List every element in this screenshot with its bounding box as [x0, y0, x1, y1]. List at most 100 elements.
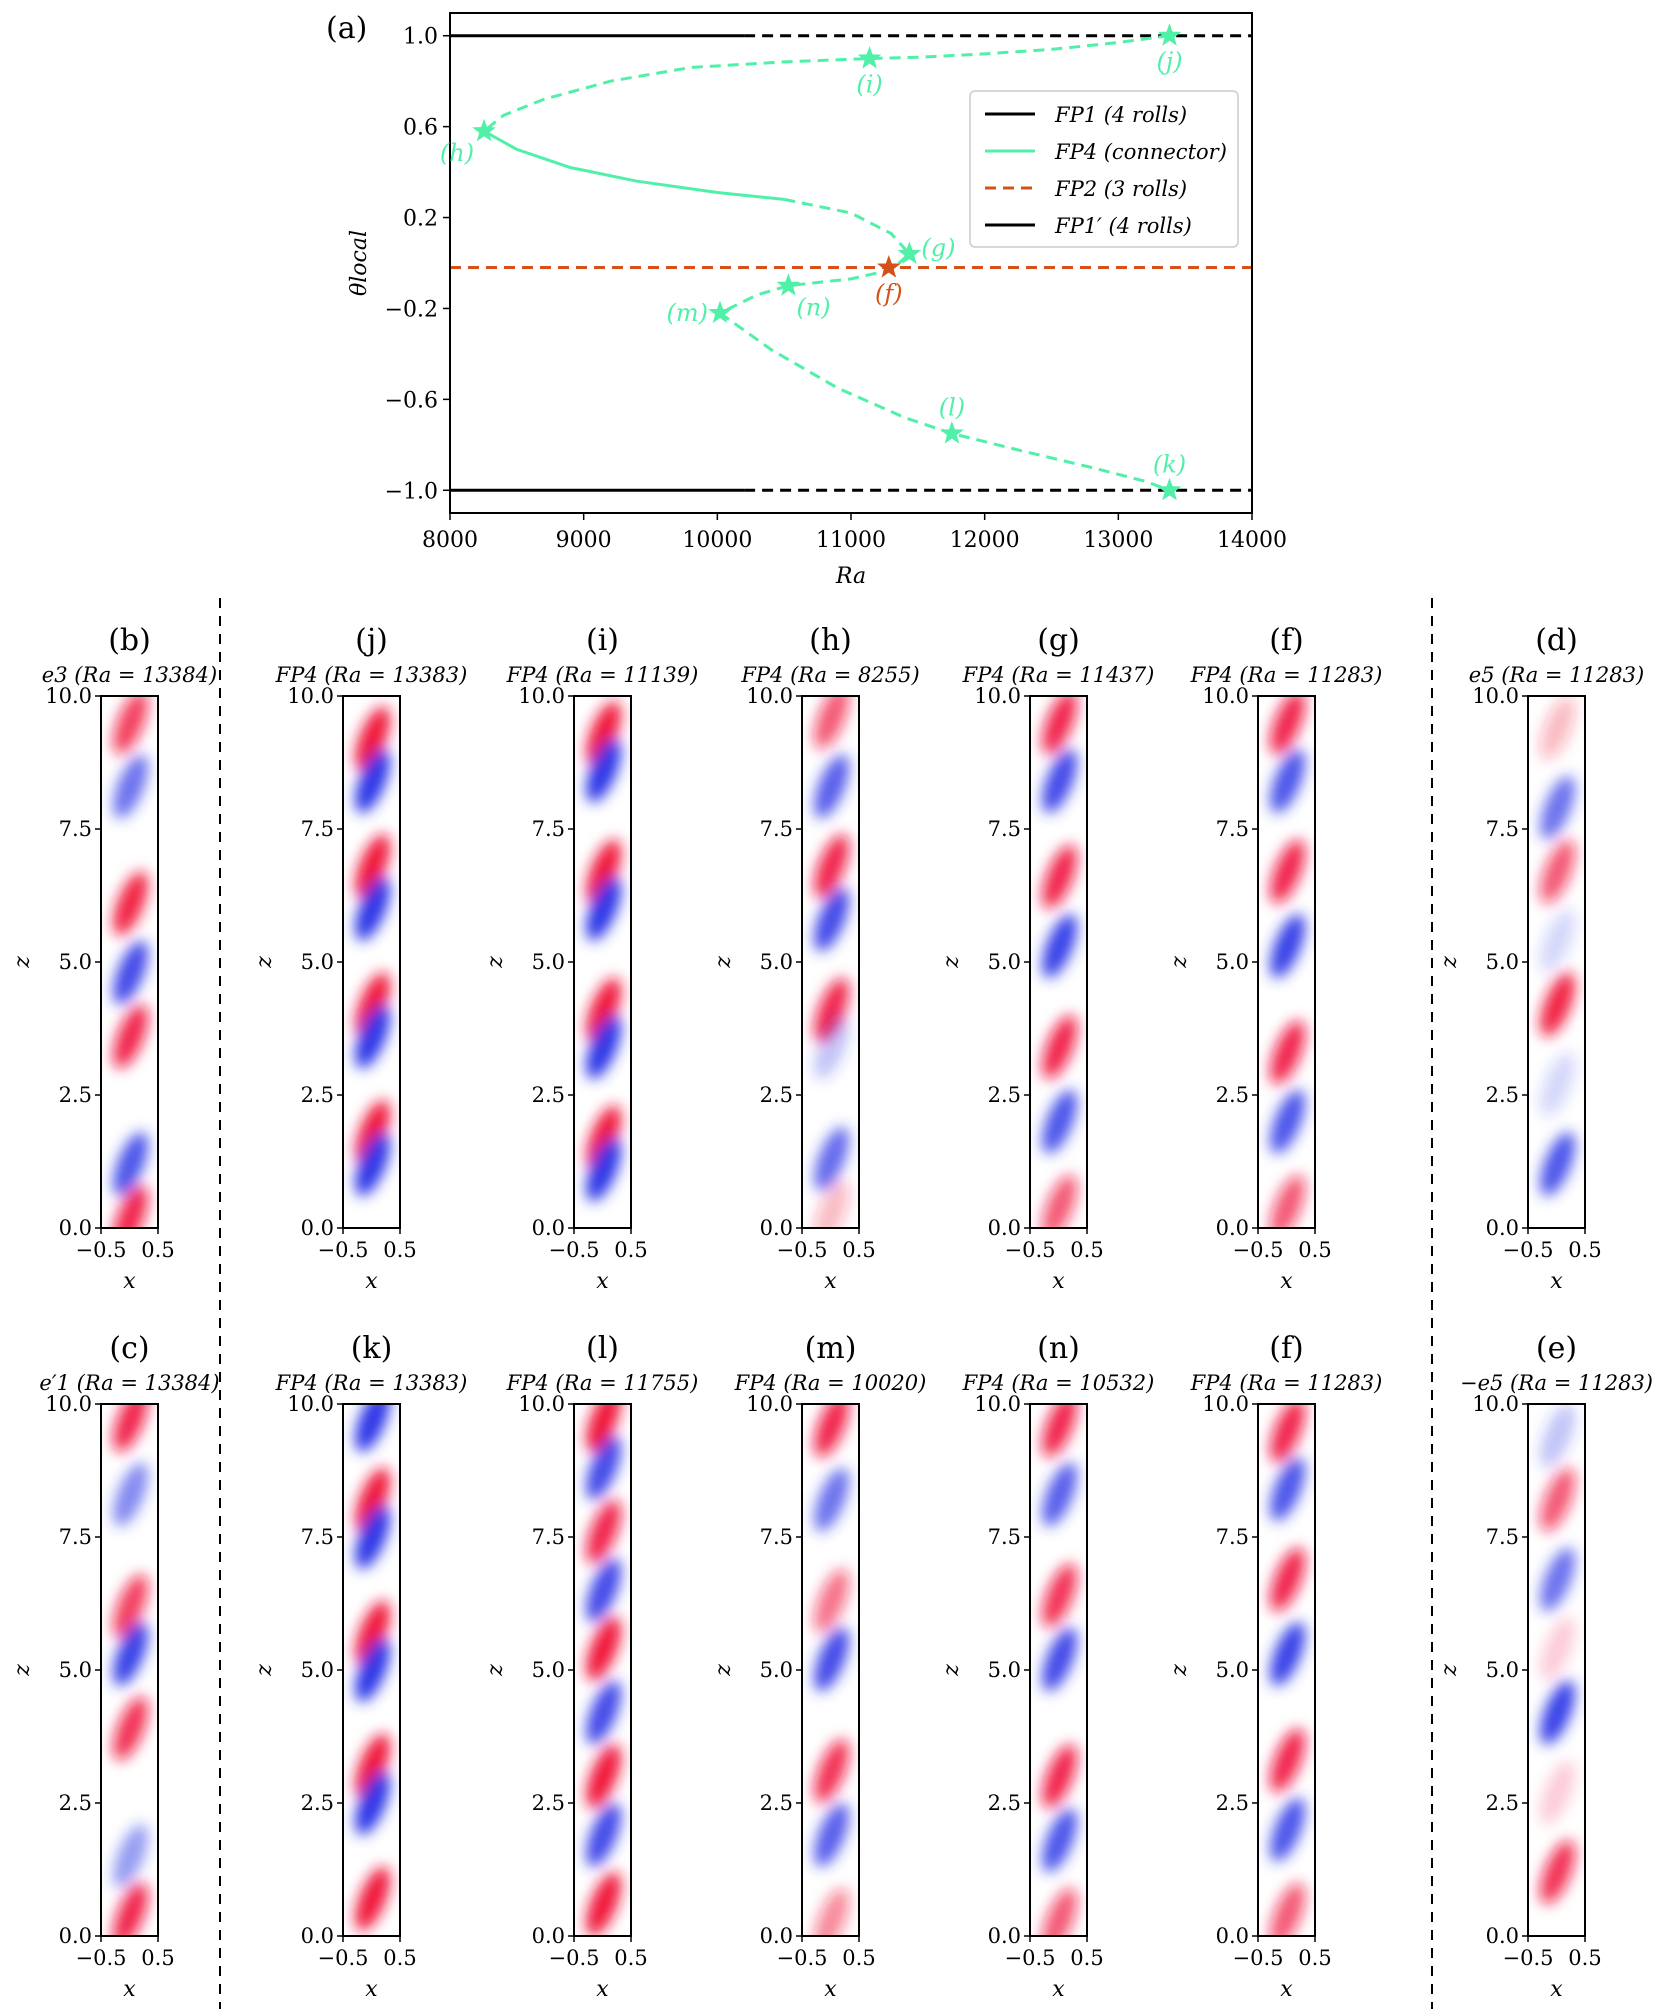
z-tick-label: 7.5 [1216, 817, 1249, 841]
z-tick-label: 5.0 [1216, 1658, 1249, 1682]
x-axis-label: x [123, 1977, 136, 2002]
heatmap-panel: 0.0 2.5 5.0 7.5 10.0 −0.5 0.5x z (j) FP4 (Ra = 13… [252, 623, 467, 1294]
x-tick-label: 0.5 [1568, 1238, 1601, 1262]
z-axis-label: z [483, 956, 508, 969]
z-tick-label: 7.5 [59, 817, 92, 841]
x-tick-label: 0.5 [614, 1238, 647, 1262]
x-tick-label: 0.5 [1298, 1238, 1331, 1262]
heatmap-blob [1270, 696, 1306, 755]
y-tick-label: 1.0 [403, 25, 438, 50]
y-tick-label: −0.2 [385, 297, 438, 322]
heatmap-blob [814, 977, 850, 1042]
heatmap-blob [586, 1499, 622, 1564]
heatmap-blob [814, 1803, 850, 1867]
heatmap-blob [1042, 1462, 1078, 1527]
z-tick-label: 10.0 [518, 1392, 565, 1416]
z-tick-label: 5.0 [1216, 950, 1249, 974]
heatmap-blob [586, 1137, 622, 1202]
heatmap-blobs [113, 696, 149, 1228]
heatmap-panel: 0.0 2.5 5.0 7.5 10.0 −0.5 0.5x z (h) FP4 (Ra = 82… [711, 623, 920, 1294]
z-tick-label: 7.5 [988, 817, 1021, 841]
x-tick-label: −0.5 [1233, 1238, 1284, 1262]
heatmap-blob [1042, 749, 1078, 814]
z-axis-label: z [1437, 1664, 1462, 1677]
heatmap-blob [1042, 1563, 1078, 1628]
heatmap-blob [355, 876, 391, 941]
z-tick-label: 7.5 [1486, 817, 1519, 841]
x-tick-label: −0.5 [777, 1238, 828, 1262]
z-tick-label: 0.0 [1486, 1216, 1519, 1240]
x-tick-label: −0.5 [76, 1946, 127, 1970]
marker-star [1157, 477, 1182, 501]
heatmap-field [1540, 696, 1576, 1197]
heatmap-blob [1042, 914, 1078, 978]
heatmap-blob [1270, 1404, 1306, 1463]
z-axis-label: z [252, 1664, 277, 1677]
z-tick-label: 7.5 [1216, 1525, 1249, 1549]
heatmap-blob [1540, 696, 1576, 760]
z-tick-label: 5.0 [988, 1658, 1021, 1682]
heatmap-blob [814, 1467, 850, 1532]
panel-label: (f) [1269, 1331, 1304, 1366]
point-label: (i) [856, 70, 882, 98]
heatmap-blob [1042, 1404, 1078, 1458]
z-tick-label: 2.5 [1216, 1083, 1249, 1107]
heatmap-blobs [1042, 696, 1078, 1228]
heatmap-blob [355, 1505, 391, 1569]
x-axis-label: x [1280, 1269, 1293, 1294]
panel-title: FP4 (Ra = 13383) [275, 1371, 468, 1395]
marker-star [1157, 23, 1182, 46]
legend-box [969, 90, 1239, 248]
panel-label: (m) [805, 1331, 857, 1366]
heatmap-blob [586, 1616, 622, 1681]
heatmap-blob [355, 706, 391, 771]
heatmap-field [355, 706, 391, 1197]
z-tick-label: 0.0 [532, 1216, 565, 1240]
z-tick-label: 7.5 [301, 1525, 334, 1549]
z-tick-label: 0.0 [1216, 1216, 1249, 1240]
heatmap-blob [113, 940, 149, 1005]
heatmap-blob [1540, 1760, 1576, 1825]
heatmap-blob [814, 1126, 850, 1191]
heatmap-blob [586, 977, 622, 1042]
z-tick-label: 0.0 [1486, 1924, 1519, 1948]
x-tick-label: −0.5 [549, 1238, 600, 1262]
z-tick-label: 5.0 [59, 950, 92, 974]
heatmap-panel: 0.0 2.5 5.0 7.5 10.0 −0.5 0.5x z (c) e′1 (Ra = 13… [10, 1331, 220, 2002]
x-axis-label: x [1550, 1977, 1563, 2002]
x-tick-label: 10000 [682, 528, 752, 553]
panel-label: (l) [586, 1331, 619, 1366]
point-label: (f) [875, 280, 903, 308]
legend-label: FP1′ (4 rolls) [1054, 214, 1192, 238]
heatmap-blobs [1540, 1404, 1576, 1905]
heatmap-blob [1270, 1457, 1306, 1522]
x-tick-label: −0.5 [777, 1946, 828, 1970]
z-tick-label: 2.5 [1486, 1083, 1519, 1107]
z-tick-label: 2.5 [760, 1083, 793, 1107]
x-axis-label: x [1052, 1977, 1065, 2002]
heatmap-panel: 0.0 2.5 5.0 7.5 10.0 −0.5 0.5x z (d) e5 (Ra = 112… [1437, 623, 1644, 1294]
z-tick-label: 2.5 [1486, 1791, 1519, 1815]
marker-star [857, 46, 882, 69]
heatmap-blob [1042, 1744, 1078, 1809]
point-label: (l) [939, 393, 965, 421]
z-tick-label: 10.0 [45, 1392, 92, 1416]
heatmap-blob [113, 754, 149, 819]
z-tick-label: 7.5 [988, 1525, 1021, 1549]
heatmap-blob [586, 1680, 622, 1745]
heatmap-blob [113, 696, 149, 755]
z-tick-label: 2.5 [988, 1083, 1021, 1107]
x-axis-label: x [1550, 1269, 1563, 1294]
z-tick-label: 0.0 [532, 1924, 565, 1948]
heatmap-blobs [586, 1404, 622, 1936]
heatmap-blob [1270, 1089, 1306, 1154]
legend-label: FP1 (4 rolls) [1054, 103, 1187, 127]
z-tick-label: 0.0 [988, 1216, 1021, 1240]
z-tick-label: 0.0 [1216, 1924, 1249, 1948]
heatmap-blob [586, 839, 622, 904]
x-tick-label: −0.5 [76, 1238, 127, 1262]
z-tick-label: 5.0 [988, 950, 1021, 974]
heatmap-blob [355, 1771, 391, 1835]
heatmap-blob [1540, 839, 1576, 904]
heatmap-blob [1042, 1174, 1078, 1228]
